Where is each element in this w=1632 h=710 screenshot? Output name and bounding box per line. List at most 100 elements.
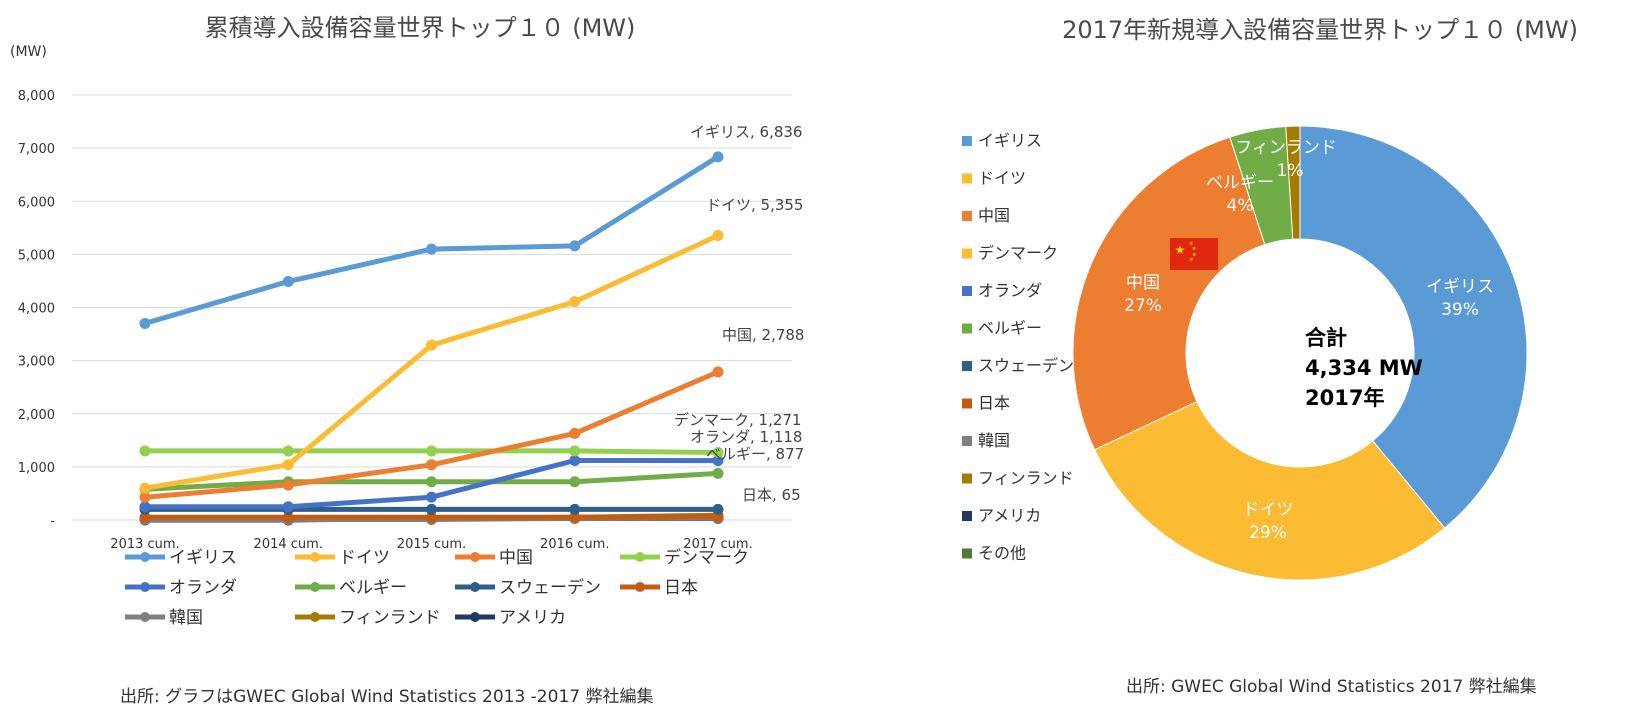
- y-tick-label: 7,000: [18, 142, 55, 157]
- legend-item-2: 中国: [455, 548, 533, 568]
- series-point: [426, 476, 437, 488]
- pie-legend-item-4: オランダ: [962, 281, 1042, 300]
- line-chart: 累積導入設備容量世界トップ１０ (MW) (MW) - 1,000 2,000 3,0…: [10, 14, 804, 707]
- series-point: [426, 459, 437, 471]
- legend-item-0: イギリス: [125, 548, 237, 568]
- legend-swatch-marker: [310, 582, 320, 592]
- legend-label: 韓国: [169, 608, 203, 628]
- pie-slice-percent: 27%: [1124, 296, 1162, 316]
- pie-legend-swatch: [962, 323, 972, 334]
- pie-legend-swatch: [962, 473, 972, 484]
- series-point: [282, 479, 294, 491]
- pie-slice-1: [1093, 400, 1446, 581]
- pie-slice-percent: 29%: [1249, 523, 1287, 543]
- pie-slice-label: フィンランド: [1235, 138, 1337, 158]
- pie-center-year: 2017年: [1305, 386, 1384, 410]
- pie-chart-source: 出所: GWEC Global Wind Statistics 2017 弊社編…: [1126, 677, 1537, 697]
- legend-label: スウェーデン: [499, 577, 601, 598]
- pie-legend-item-7: 日本: [962, 394, 1010, 413]
- pie-slice-percent: 4%: [1227, 196, 1254, 216]
- legend-swatch-marker: [140, 612, 150, 622]
- y-tick-label: 8,000: [18, 89, 55, 104]
- x-tick-label: 2014 cum.: [254, 537, 323, 552]
- pie-legend-swatch: [962, 173, 972, 184]
- pie-legend-swatch: [962, 398, 972, 409]
- data-label: イギリス, 6,836: [690, 123, 802, 141]
- pie-chart-title: 2017年新規導入設備容量世界トップ１０ (MW): [1062, 16, 1578, 44]
- series-point: [139, 445, 151, 457]
- series-point: [282, 459, 294, 471]
- legend-item-10: アメリカ: [455, 608, 566, 628]
- line-chart-source: 出所: グラフはGWEC Global Wind Statistics 2013…: [120, 687, 653, 707]
- legend-item-4: オランダ: [125, 578, 237, 598]
- x-tick-label: 2016 cum.: [540, 537, 609, 552]
- x-tick-label: 2015 cum.: [397, 537, 466, 552]
- pie-legend-swatch: [962, 361, 972, 371]
- y-tick-label: 6,000: [18, 195, 55, 210]
- svg-text:★: ★: [1192, 252, 1197, 258]
- pie-legend-label: ドイツ: [978, 169, 1026, 188]
- series-point: [426, 243, 437, 255]
- legend-swatch-marker: [310, 612, 320, 622]
- series-point: [426, 445, 437, 457]
- series-point: [139, 491, 151, 503]
- svg-text:★: ★: [1192, 246, 1197, 252]
- pie-legend-label: スウェーデン: [978, 356, 1074, 375]
- series-point: [139, 511, 151, 523]
- series-point: [282, 275, 294, 287]
- series-point: [569, 296, 581, 308]
- pie-legend-label: フィンランド: [978, 469, 1074, 488]
- legend-label: イギリス: [169, 548, 237, 568]
- legend-item-1: ドイツ: [295, 548, 390, 568]
- series-point: [426, 339, 437, 351]
- series-point: [569, 240, 581, 252]
- pie-legend-label: アメリカ: [978, 506, 1041, 525]
- line-chart-title: 累積導入設備容量世界トップ１０ (MW): [205, 14, 636, 42]
- pie-legend-swatch: [962, 248, 972, 259]
- series-point: [569, 445, 581, 457]
- series-point: [426, 503, 437, 515]
- series-point: [712, 446, 724, 458]
- pie-slice-percent: 39%: [1441, 300, 1479, 320]
- pie-legend-item-10: アメリカ: [962, 506, 1041, 525]
- series-point: [139, 501, 151, 513]
- series-point: [282, 501, 294, 513]
- series-point: [139, 317, 151, 329]
- pie-legend-item-1: ドイツ: [962, 169, 1026, 188]
- data-label: デンマーク, 1,271: [674, 411, 801, 429]
- data-label: 日本, 65: [742, 486, 801, 504]
- legend-item-9: フィンランド: [295, 608, 441, 628]
- legend-label: オランダ: [169, 578, 237, 598]
- data-label: ベルギー, 877: [706, 445, 804, 463]
- legend-item-5: ベルギー: [295, 578, 407, 598]
- pie-legend-label: デンマーク: [978, 244, 1058, 263]
- legend-swatch-marker: [635, 582, 645, 592]
- pie-chart: 2017年新規導入設備容量世界トップ１０ (MW) イギリスドイツ中国デンマーク…: [962, 16, 1578, 697]
- pie-slice-label: イギリス: [1426, 277, 1494, 297]
- pie-legend-item-9: フィンランド: [962, 469, 1074, 488]
- legend-swatch-marker: [470, 612, 480, 622]
- series-point: [139, 482, 151, 494]
- data-label: オランダ, 1,118: [690, 428, 802, 446]
- x-tick-label: 2013 cum.: [110, 537, 179, 552]
- pie-legend-swatch: [962, 548, 972, 559]
- series-line-0: [144, 154, 720, 326]
- legend-swatch-marker: [470, 552, 480, 562]
- data-label: ドイツ, 5,355: [706, 196, 803, 214]
- legend-item-3: デンマーク: [620, 547, 749, 568]
- pie-legend-swatch: [962, 211, 972, 221]
- series-point: [569, 427, 581, 439]
- y-tick-label: 2,000: [18, 408, 55, 423]
- legend-swatch-marker: [635, 552, 645, 562]
- legend-item-8: 韓国: [125, 608, 203, 628]
- legend-label: アメリカ: [499, 608, 566, 628]
- pie-legend-swatch: [962, 136, 972, 146]
- data-label: 中国, 2,788: [722, 326, 804, 344]
- legend-label: 中国: [499, 548, 533, 568]
- legend-item-6: スウェーデン: [455, 577, 601, 598]
- pie-center-title: 合計: [1305, 326, 1347, 350]
- pie-legend-swatch: [962, 436, 972, 446]
- series-point: [569, 503, 581, 515]
- series-point: [712, 455, 724, 467]
